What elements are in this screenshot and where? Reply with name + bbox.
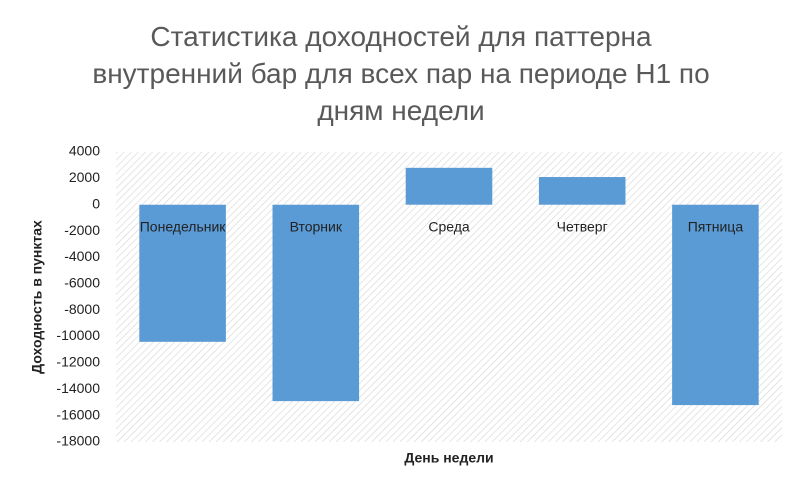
bar xyxy=(672,204,759,406)
y-tick-label: 4000 xyxy=(69,143,100,159)
chart-title: Статистика доходностей для паттерна внут… xyxy=(92,21,710,126)
bar xyxy=(405,167,493,205)
x-tick-label: Четверг xyxy=(557,218,608,234)
y-tick-label: 0 xyxy=(92,195,100,211)
y-tick-label: -6000 xyxy=(64,275,100,291)
y-tick-label: -10000 xyxy=(56,327,100,343)
y-tick-label: -4000 xyxy=(64,248,100,264)
y-tick-label: 2000 xyxy=(69,169,100,185)
y-tick-label: -14000 xyxy=(56,380,100,396)
y-axis-label: Доходность в пунктах xyxy=(29,220,45,374)
x-axis-label: День недели xyxy=(404,450,493,466)
bar xyxy=(139,204,226,342)
x-tick-label: Пятница xyxy=(688,218,744,234)
x-tick-label: Вторник xyxy=(290,218,343,234)
y-tick-label: -16000 xyxy=(56,406,100,422)
x-tick-label: Понедельник xyxy=(140,218,227,234)
y-tick-label: -12000 xyxy=(56,354,100,370)
x-tick-label: Среда xyxy=(428,218,470,234)
y-tick-label: -2000 xyxy=(64,222,100,238)
bar xyxy=(538,177,626,205)
y-tick-label: -8000 xyxy=(64,301,100,317)
y-tick-label: -18000 xyxy=(56,433,100,449)
bar xyxy=(272,204,360,402)
